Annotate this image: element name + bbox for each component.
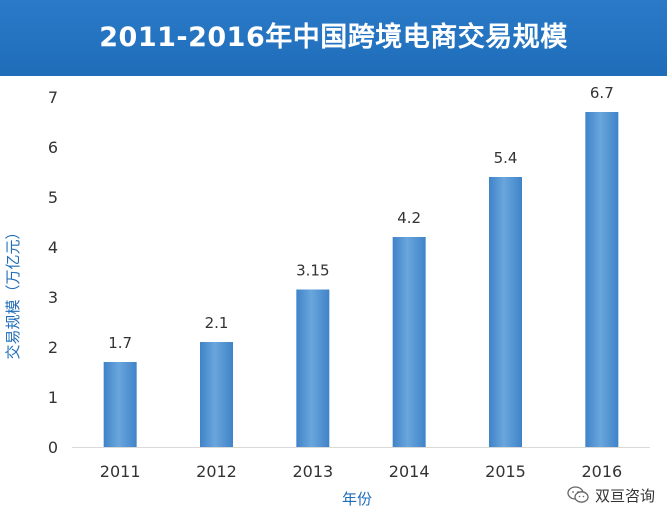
bars: 1.7 2.1 3.15 4.2 5.4 6.7 <box>103 84 619 447</box>
bar-2016 <box>585 112 619 447</box>
y-axis-title: 交易规模（万亿元） <box>4 224 22 359</box>
wechat-icon <box>567 486 589 503</box>
bar-2011 <box>103 362 137 447</box>
bar-2014 <box>392 237 426 447</box>
x-tick-label: 2015 <box>485 462 526 481</box>
watermark-text: 双亘咨询 <box>594 486 655 505</box>
x-tick-label: 2012 <box>196 462 237 481</box>
y-tick-label: 3 <box>48 288 58 307</box>
y-axis-ticks: 0 1 2 3 4 5 6 7 <box>48 88 58 457</box>
bar-2015 <box>489 177 522 447</box>
x-tick-label: 2016 <box>581 462 622 481</box>
bar-2013 <box>296 289 330 447</box>
x-tick-label: 2011 <box>100 462 141 481</box>
bar-2012 <box>200 342 233 447</box>
y-tick-label: 7 <box>48 88 58 107</box>
y-tick-label: 0 <box>48 438 58 457</box>
data-label-2012: 2.1 <box>205 314 229 332</box>
y-tick-label: 5 <box>48 188 58 207</box>
y-tick-label: 2 <box>48 338 58 357</box>
data-label-2015: 5.4 <box>494 149 518 167</box>
watermark: 双亘咨询 <box>567 484 655 506</box>
data-label-2013: 3.15 <box>296 262 329 280</box>
data-label-2016: 6.7 <box>590 84 614 102</box>
x-axis-title: 年份 <box>342 490 372 508</box>
chart-title: 2011-2016年中国跨境电商交易规模 <box>99 22 568 53</box>
y-tick-label: 6 <box>48 138 58 157</box>
x-tick-label: 2013 <box>292 462 333 481</box>
data-label-2014: 4.2 <box>397 209 421 227</box>
y-tick-label: 1 <box>48 388 58 407</box>
title-banner: 2011-2016年中国跨境电商交易规模 <box>0 0 667 76</box>
data-label-2011: 1.7 <box>108 334 132 352</box>
x-axis-ticks: 2011 2012 2013 2014 2015 2016 <box>100 462 622 481</box>
x-tick-label: 2014 <box>389 462 430 481</box>
y-tick-label: 4 <box>48 238 58 257</box>
